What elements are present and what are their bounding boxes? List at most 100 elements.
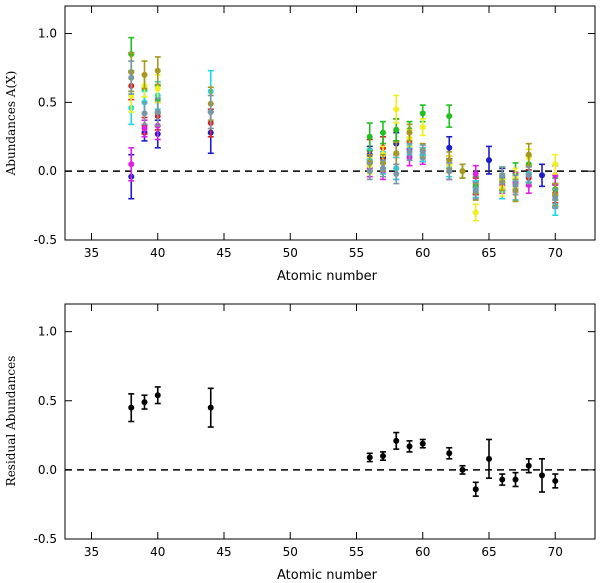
top-y-tick-label: 0.5	[38, 95, 57, 109]
top-plot-frame	[64, 5, 596, 241]
top-y-tick-label: 0.0	[38, 164, 57, 178]
point-marker	[380, 165, 386, 172]
point-marker	[499, 172, 506, 179]
data-point	[486, 145, 492, 175]
data-point	[207, 94, 214, 130]
point-marker	[393, 170, 400, 177]
data-point	[393, 94, 400, 124]
top-x-tick-label: 55	[349, 246, 364, 260]
bottom-y-tick-label: 0.5	[38, 394, 57, 408]
bottom-y-axis-title: Residual Abundances	[4, 356, 18, 487]
top-y-ticks: -0.5 0.0 0.5 1.0	[34, 27, 595, 247]
data-point	[380, 159, 386, 178]
point-marker	[393, 437, 400, 444]
data-point	[446, 162, 453, 181]
bottom-x-tick-label: 65	[481, 545, 496, 559]
point-marker	[366, 168, 373, 175]
data-point	[393, 163, 400, 185]
data-point	[419, 438, 426, 449]
data-point	[141, 101, 148, 126]
bottom-x-tick-label: 70	[548, 545, 563, 559]
data-point	[128, 146, 135, 182]
data-point	[446, 104, 453, 128]
bottom-x-tick-label: 40	[150, 545, 165, 559]
top-y-tick-label: 1.0	[38, 27, 57, 41]
point-marker	[406, 443, 413, 450]
bottom-x-tick-label: 60	[415, 545, 430, 559]
series-star6	[128, 74, 559, 222]
point-marker	[512, 181, 519, 188]
series-star7	[128, 51, 559, 207]
point-marker	[419, 124, 426, 131]
top-y-tick-label: -0.5	[34, 233, 57, 247]
point-marker	[141, 110, 148, 117]
bottom-y-tick-label: 1.0	[38, 325, 57, 339]
data-point	[406, 123, 413, 142]
data-point	[512, 471, 519, 488]
top-x-tick-label: 40	[150, 246, 165, 260]
point-marker	[472, 209, 479, 216]
data-point	[525, 458, 532, 474]
point-marker	[419, 110, 426, 117]
data-point	[141, 394, 148, 410]
bottom-x-ticks: 35 40 45 50 55 60 65 70	[84, 304, 563, 559]
top-x-ticks: 35 40 45 50 55 60 65 70	[84, 6, 563, 260]
data-point	[472, 203, 479, 222]
data-point	[406, 440, 413, 453]
top-x-axis-title: Atomic number	[277, 269, 378, 284]
point-marker	[486, 455, 492, 462]
top-y-axis-title: Abundances A(X)	[4, 71, 18, 177]
point-marker	[525, 151, 532, 158]
top-x-tick-label: 50	[283, 246, 298, 260]
data-point	[406, 142, 413, 161]
point-marker	[154, 108, 161, 115]
point-marker	[366, 133, 373, 140]
bottom-x-axis-title: Atomic number	[277, 568, 378, 583]
point-marker	[552, 195, 559, 202]
data-point	[366, 162, 373, 181]
point-marker	[499, 476, 506, 483]
data-point	[459, 163, 466, 179]
bottom-x-tick-label: 45	[216, 545, 231, 559]
point-marker	[128, 161, 135, 168]
point-marker	[446, 450, 453, 457]
series-star8	[128, 60, 559, 210]
point-marker	[539, 472, 545, 479]
data-point	[539, 163, 545, 188]
series-star1	[128, 111, 559, 208]
data-point	[472, 481, 479, 497]
data-point	[207, 387, 214, 428]
point-marker	[154, 85, 161, 92]
data-point	[393, 431, 400, 450]
top-x-tick-label: 35	[84, 246, 99, 260]
point-marker	[459, 466, 466, 473]
point-marker	[154, 392, 161, 399]
top-panel: -0.5 0.0 0.5 1.0 35 40 45 50 55 60 65 70 Atomic nu…	[4, 5, 596, 284]
data-point	[128, 393, 135, 423]
point-marker	[406, 148, 413, 155]
data-point	[446, 446, 453, 460]
data-point	[552, 153, 559, 175]
top-x-tick-label: 65	[481, 246, 496, 260]
data-point	[539, 458, 545, 493]
point-marker	[207, 108, 214, 115]
point-marker	[128, 404, 135, 411]
data-point	[525, 166, 532, 185]
data-point	[141, 60, 148, 90]
point-marker	[380, 129, 386, 136]
point-marker	[393, 106, 400, 113]
point-marker	[525, 172, 532, 179]
data-point	[380, 451, 386, 462]
bottom-y-tick-label: -0.5	[34, 532, 57, 546]
point-marker	[393, 150, 400, 157]
series-star2	[128, 71, 559, 204]
point-marker	[539, 172, 545, 179]
point-marker	[419, 440, 426, 447]
bottom-x-tick-label: 50	[283, 545, 298, 559]
data-point	[472, 181, 479, 200]
data-point	[512, 174, 519, 196]
series-residual	[128, 386, 559, 497]
data-point	[486, 438, 492, 479]
data-point	[128, 60, 135, 95]
